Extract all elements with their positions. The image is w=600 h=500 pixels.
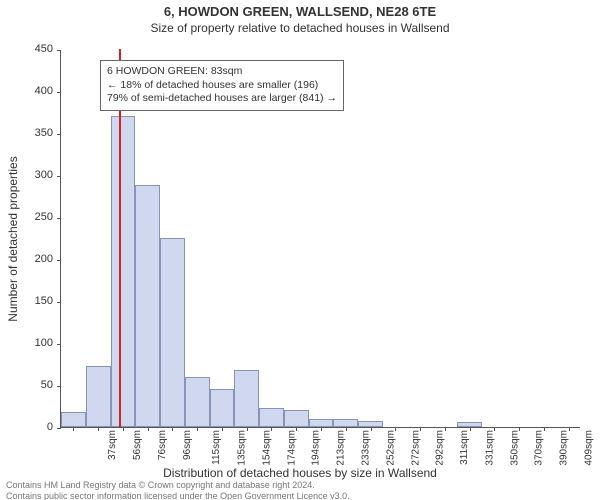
histogram-bar [61, 412, 86, 427]
histogram-bar [259, 408, 284, 427]
xtick-line [148, 427, 149, 431]
xtick-line [420, 427, 421, 431]
xtick-line [544, 427, 545, 431]
xtick-line [346, 427, 347, 431]
xtick-line [271, 427, 272, 431]
ytick-line [57, 428, 61, 429]
ytick-line [57, 302, 61, 303]
xtick-label: 115sqm [211, 430, 222, 465]
xtick-label: 350sqm [509, 430, 520, 466]
x-axis-label: Distribution of detached houses by size … [0, 466, 600, 480]
xtick-line [197, 427, 198, 431]
footer-line-1: Contains HM Land Registry data © Crown c… [6, 480, 350, 491]
xtick-label: 194sqm [311, 430, 322, 466]
ytick-label: 0 [13, 421, 53, 433]
xtick-label: 233sqm [361, 430, 372, 466]
ytick-line [57, 344, 61, 345]
ytick-line [57, 386, 61, 387]
ytick-label: 200 [13, 253, 53, 265]
xtick-label: 37sqm [107, 430, 118, 460]
xtick-label: 272sqm [410, 430, 421, 466]
footer-line-2: Contains public sector information licen… [6, 491, 350, 500]
annotation-line-1: 6 HOWDON GREEN: 83sqm [107, 65, 337, 79]
ytick-line [57, 50, 61, 51]
chart-title: 6, HOWDON GREEN, WALLSEND, NE28 6TE [0, 4, 600, 19]
xtick-line [371, 427, 372, 431]
ytick-label: 50 [13, 379, 53, 391]
histogram-bar [160, 238, 185, 427]
histogram-bar [309, 419, 334, 427]
xtick-line [222, 427, 223, 431]
histogram-bar [111, 116, 136, 427]
histogram-bar [333, 419, 358, 427]
xtick-label: 154sqm [262, 430, 273, 466]
xtick-line [494, 427, 495, 431]
xtick-label: 331sqm [484, 430, 495, 466]
xtick-line [247, 427, 248, 431]
ytick-label: 350 [13, 127, 53, 139]
xtick-label: 311sqm [459, 430, 470, 465]
histogram-bar [135, 185, 160, 427]
ytick-line [57, 134, 61, 135]
xtick-line [470, 427, 471, 431]
annotation-box: 6 HOWDON GREEN: 83sqm ← 18% of detached … [100, 60, 344, 111]
annotation-line-2: ← 18% of detached houses are smaller (19… [107, 79, 337, 93]
ytick-label: 450 [13, 43, 53, 55]
xtick-line [321, 427, 322, 431]
histogram-bar [86, 366, 111, 427]
ytick-label: 150 [13, 295, 53, 307]
xtick-label: 409sqm [583, 430, 594, 466]
xtick-line [172, 427, 173, 431]
xtick-label: 56sqm [132, 430, 143, 460]
footer-attribution: Contains HM Land Registry data © Crown c… [6, 480, 350, 500]
xtick-label: 135sqm [237, 430, 248, 466]
xtick-label: 390sqm [559, 430, 570, 466]
xtick-label: 292sqm [435, 430, 446, 466]
ytick-label: 250 [13, 211, 53, 223]
ytick-label: 100 [13, 337, 53, 349]
xtick-label: 370sqm [534, 430, 545, 466]
xtick-line [519, 427, 520, 431]
xtick-label: 96sqm [182, 430, 193, 460]
ytick-label: 400 [13, 85, 53, 97]
xtick-line [98, 427, 99, 431]
chart-subtitle: Size of property relative to detached ho… [0, 21, 600, 35]
histogram-bar [234, 370, 259, 427]
ytick-label: 300 [13, 169, 53, 181]
xtick-line [395, 427, 396, 431]
ytick-line [57, 92, 61, 93]
xtick-line [123, 427, 124, 431]
histogram-bar [185, 377, 210, 427]
ytick-line [57, 176, 61, 177]
histogram-bar [284, 410, 309, 427]
ytick-line [57, 218, 61, 219]
histogram-bar [210, 389, 235, 427]
xtick-label: 174sqm [286, 430, 297, 466]
xtick-label: 252sqm [385, 430, 396, 466]
ytick-line [57, 260, 61, 261]
xtick-line [296, 427, 297, 431]
xtick-label: 213sqm [336, 430, 347, 466]
chart-container: 6, HOWDON GREEN, WALLSEND, NE28 6TE Size… [0, 4, 600, 500]
xtick-label: 76sqm [157, 430, 168, 460]
chart-plot-wrap: 05010015020025030035040045037sqm56sqm76s… [60, 50, 580, 428]
xtick-line [73, 427, 74, 431]
xtick-line [569, 427, 570, 431]
annotation-line-3: 79% of semi-detached houses are larger (… [107, 92, 337, 106]
xtick-line [445, 427, 446, 431]
